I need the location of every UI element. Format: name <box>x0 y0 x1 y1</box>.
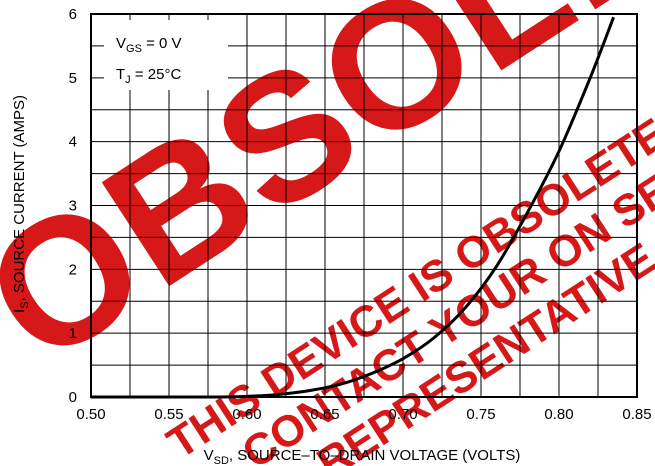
y-axis-label: IS, SOURCE CURRENT (AMPS) <box>11 95 31 313</box>
x-tick-label: 0.65 <box>310 406 339 423</box>
y-tick-label: 3 <box>69 198 77 215</box>
x-axis-label-rest: , SOURCE–TO–DRAIN VOLTAGE (VOLTS) <box>229 447 520 464</box>
condition-vgs: VGS = 0 V <box>116 35 182 55</box>
series-points <box>90 17 614 398</box>
plot-area-border <box>90 13 638 398</box>
x-axis-label-main: V <box>204 447 214 464</box>
conditions-box: VGS = 0 V TJ = 25°C <box>104 20 228 90</box>
y-axis-label-main: I <box>11 309 28 313</box>
condition-vgs-sub: GS <box>126 43 142 55</box>
grid <box>91 14 637 397</box>
y-tick-label: 4 <box>69 134 77 151</box>
x-tick-label: 0.85 <box>622 406 651 423</box>
series-line <box>91 16 615 399</box>
x-tick-label: 0.80 <box>544 406 573 423</box>
y-tick-label: 6 <box>69 6 77 23</box>
condition-tj-main: T <box>116 66 125 83</box>
plot-frame <box>90 13 638 398</box>
x-tick-label: 0.55 <box>154 406 183 423</box>
x-axis-label-sub: SD <box>214 455 229 466</box>
y-axis-label-rest: , SOURCE CURRENT (AMPS) <box>11 95 28 301</box>
y-tick-label: 0 <box>69 389 77 406</box>
condition-vgs-rest: = 0 V <box>142 35 182 52</box>
x-tick-label: 0.60 <box>232 406 261 423</box>
y-tick-label: 2 <box>69 261 77 278</box>
y-tick-labels: 0 1 2 3 4 5 6 <box>69 6 77 406</box>
x-tick-label: 0.75 <box>466 406 495 423</box>
y-axis-label-sub: S <box>19 301 31 308</box>
y-tick-label: 1 <box>69 325 77 342</box>
condition-tj-sub: J <box>125 74 131 86</box>
condition-vgs-main: V <box>116 35 126 52</box>
condition-tj-rest: = 25°C <box>131 66 182 83</box>
conditions-box-bg <box>104 20 228 90</box>
x-tick-labels: 0.50 0.55 0.60 0.65 0.70 0.75 0.80 0.85 <box>76 406 651 423</box>
x-tick-label: 0.70 <box>388 406 417 423</box>
x-tick-label: 0.50 <box>76 406 105 423</box>
y-tick-label: 5 <box>69 70 77 87</box>
x-axis-label: VSD, SOURCE–TO–DRAIN VOLTAGE (VOLTS) <box>204 447 521 466</box>
condition-tj: TJ = 25°C <box>116 66 181 86</box>
